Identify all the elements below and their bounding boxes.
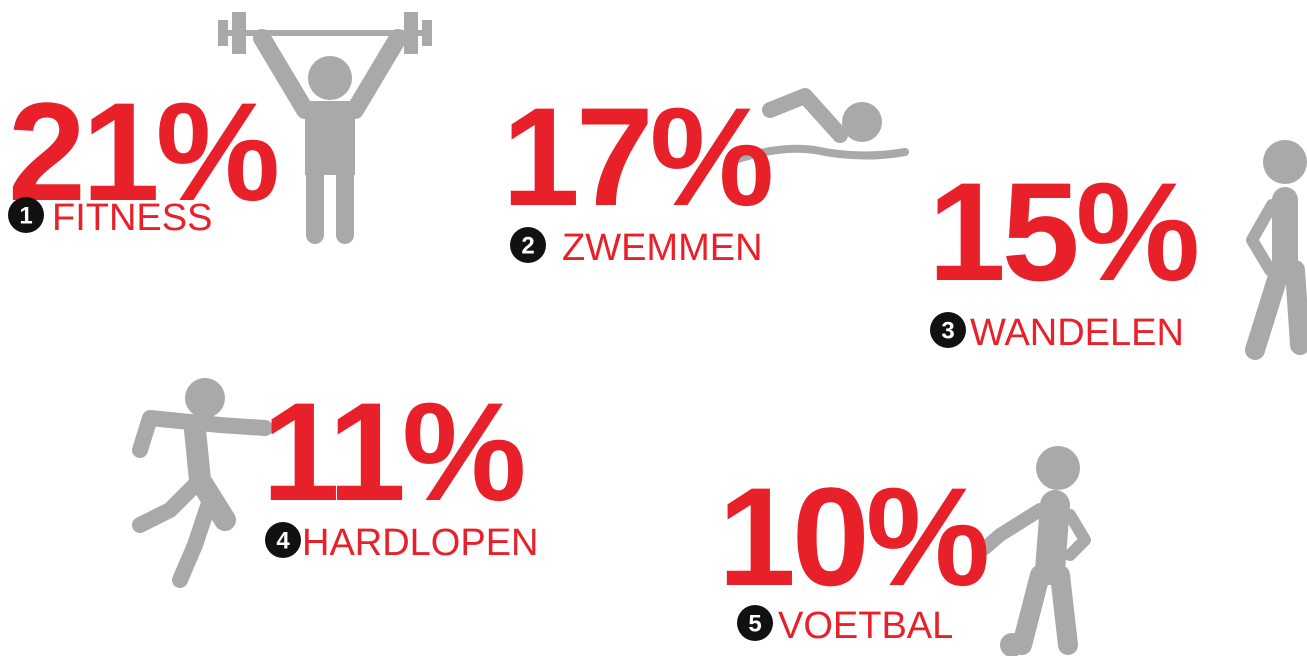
rank-badge: [930, 312, 966, 348]
walker-icon: [1245, 140, 1307, 360]
percentage: 10%: [718, 458, 987, 615]
activity-label: FITNESS: [52, 197, 212, 239]
rank-number: 4: [276, 528, 290, 555]
runner-icon: [132, 378, 273, 588]
percentage: 21%: [8, 73, 277, 230]
rank-number: 1: [19, 203, 32, 230]
rank-number: 3: [941, 318, 954, 345]
rank-badge: [510, 227, 546, 263]
swimmer-icon: [731, 88, 909, 164]
percentage: 17%: [502, 78, 771, 235]
footballer-icon: [978, 446, 1091, 656]
percentage: 11%: [262, 373, 523, 530]
percentage: 15%: [928, 153, 1197, 310]
rank-badge: [265, 522, 301, 558]
rank-badge: [8, 197, 44, 233]
activity-label: WANDELEN: [970, 312, 1184, 354]
activity-label: ZWEMMEN: [562, 227, 763, 269]
rank-number: 5: [748, 611, 761, 638]
activity-label: VOETBAL: [778, 605, 953, 647]
weightlifter-icon: [218, 12, 432, 244]
rank-number: 2: [521, 233, 534, 260]
activity-label: HARDLOPEN: [302, 522, 539, 564]
rank-badge: [737, 605, 773, 641]
